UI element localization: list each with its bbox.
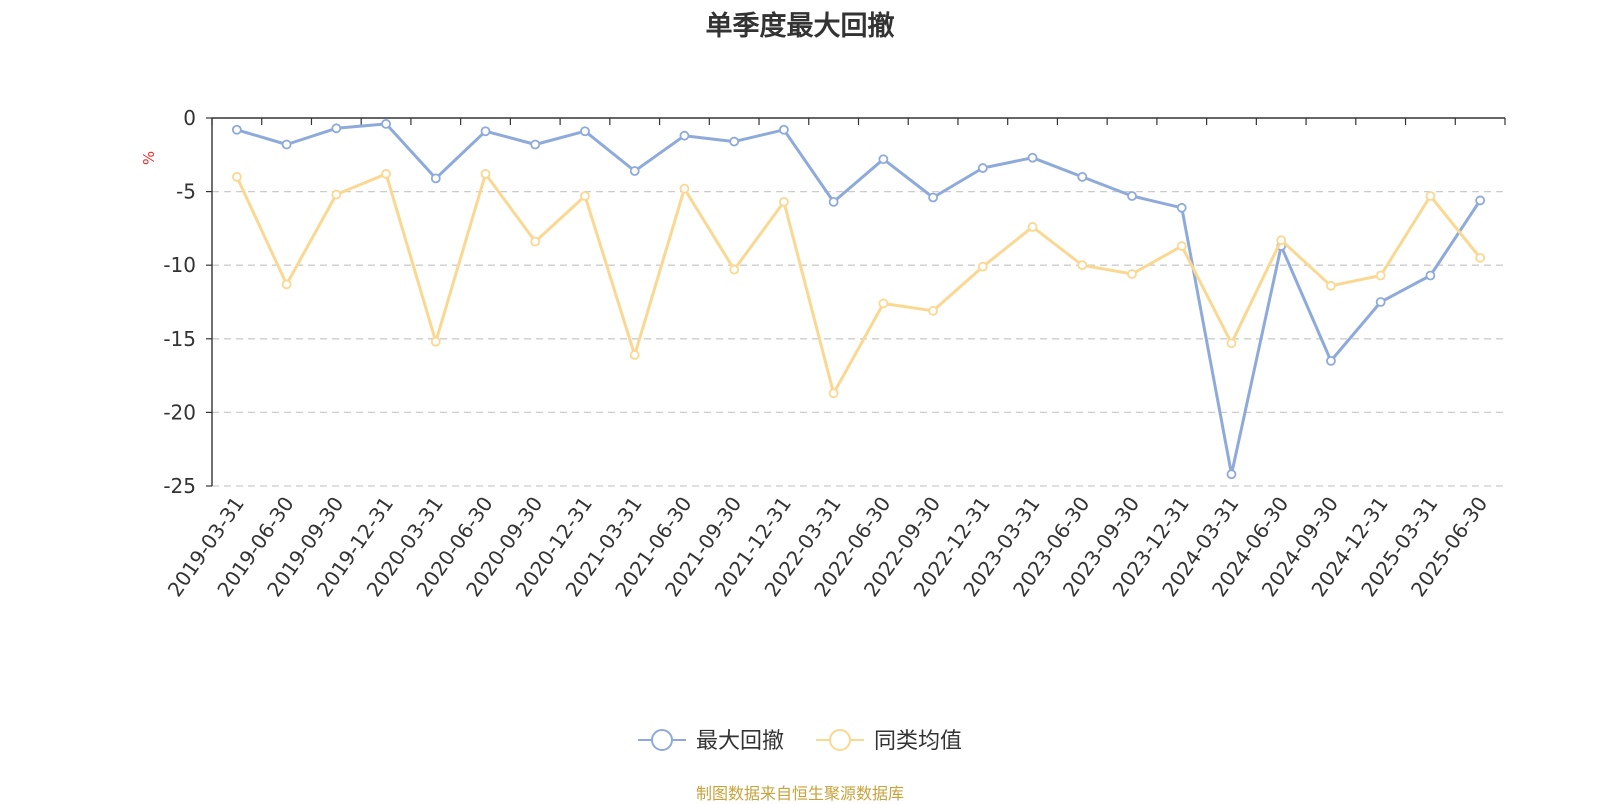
data-point: [1027, 152, 1038, 163]
data-point: [977, 261, 988, 272]
data-point: [331, 189, 342, 200]
y-tick-label: -10: [163, 253, 196, 277]
data-point: [1375, 297, 1386, 307]
data-point: [281, 279, 292, 290]
data-point: [430, 336, 441, 347]
data-point: [1475, 195, 1486, 206]
data-point: [381, 118, 391, 129]
data-point: [1027, 222, 1038, 232]
data-source-note: 制图数据来自恒生聚源数据库: [695, 784, 904, 803]
y-tick-label: -5: [176, 180, 196, 204]
data-point: [679, 183, 690, 194]
legend: 最大回撤 同类均值: [638, 729, 962, 754]
data-point: [480, 126, 491, 137]
data-point: [530, 139, 541, 150]
y-tick-label: -20: [163, 400, 196, 424]
data-point: [977, 163, 988, 173]
data-point: [729, 136, 740, 147]
data-point: [231, 124, 242, 135]
data-point: [629, 166, 640, 176]
data-point: [1176, 241, 1187, 251]
data-point: [1226, 469, 1237, 480]
series-line-2: [235, 172, 1482, 395]
y-tick-label: -15: [163, 327, 196, 351]
data-point: [1077, 171, 1088, 182]
data-point: [381, 169, 391, 179]
data-point: [779, 124, 789, 135]
data-point: [281, 139, 292, 150]
legend-label: 最大回撤: [696, 729, 784, 754]
data-point: [1375, 270, 1386, 281]
data-point: [1425, 270, 1436, 281]
legend-label: 同类均值: [874, 729, 962, 754]
data-point: [580, 126, 590, 137]
y-axis-unit-label: %: [140, 151, 158, 165]
data-point: [530, 236, 541, 247]
data-point: [928, 305, 938, 316]
data-point: [1425, 191, 1436, 201]
data-point: [430, 173, 441, 184]
data-point: [1127, 269, 1137, 279]
data-point: [828, 197, 839, 207]
data-point: [828, 388, 839, 399]
data-point: [928, 192, 938, 203]
data-point: [878, 154, 889, 165]
y-tick-label: 0: [183, 106, 196, 130]
data-point: [679, 130, 690, 141]
data-point: [480, 169, 491, 179]
y-tick-label: -25: [163, 474, 196, 498]
data-point: [1127, 191, 1137, 201]
data-point: [580, 191, 590, 201]
data-point: [779, 197, 789, 207]
legend-marker: [651, 729, 673, 751]
data-point: [629, 350, 640, 360]
data-point: [1475, 252, 1486, 263]
data-point: [1226, 338, 1237, 349]
series-line-1: [236, 122, 1482, 476]
data-point: [231, 171, 242, 182]
data-point: [729, 264, 740, 275]
data-point: [1326, 280, 1336, 291]
data-point: [878, 298, 889, 309]
legend-marker: [829, 729, 851, 751]
data-point: [1326, 355, 1336, 366]
data-point: [1276, 235, 1287, 246]
data-point: [1176, 202, 1187, 213]
data-point: [331, 123, 342, 134]
data-point: [1077, 260, 1088, 271]
chart-title: 单季度最大回撤: [705, 11, 895, 42]
series-lines: [231, 118, 1486, 480]
